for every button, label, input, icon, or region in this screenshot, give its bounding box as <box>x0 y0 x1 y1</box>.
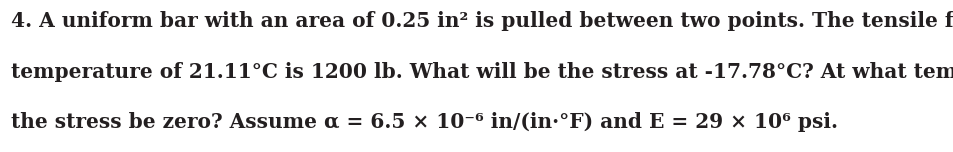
Text: 4. A uniform bar with an area of 0.25 in² is pulled between two points. The tens: 4. A uniform bar with an area of 0.25 in… <box>11 11 953 31</box>
Text: the stress be zero? Assume α = 6.5 × 10⁻⁶ in/(in·°F) and E = 29 × 10⁶ psi.: the stress be zero? Assume α = 6.5 × 10⁻… <box>11 112 838 133</box>
Text: temperature of 21.11°C is 1200 lb. What will be the stress at -17.78°C? At what : temperature of 21.11°C is 1200 lb. What … <box>11 62 953 82</box>
